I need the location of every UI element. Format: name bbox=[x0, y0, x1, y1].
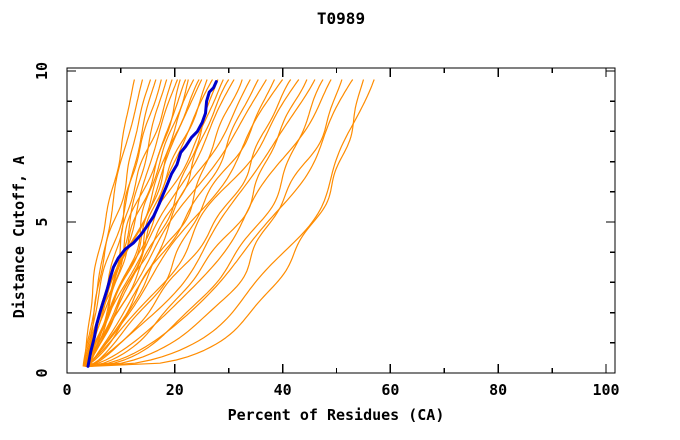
model-curve bbox=[85, 79, 354, 367]
model-curve bbox=[87, 79, 292, 367]
x-tick-label: 60 bbox=[381, 381, 399, 399]
model-curve bbox=[85, 79, 284, 367]
x-tick-label: 80 bbox=[489, 381, 507, 399]
plot-frame-and-ticks bbox=[66, 67, 616, 374]
x-tick-label: 20 bbox=[166, 381, 184, 399]
x-tick-label: 0 bbox=[62, 381, 71, 399]
y-tick-label: 10 bbox=[33, 62, 51, 80]
model-curve bbox=[82, 79, 144, 367]
highlighted-model-group bbox=[86, 80, 218, 368]
model-curve bbox=[83, 79, 157, 367]
x-tick-label: 40 bbox=[274, 381, 292, 399]
y-tick-label: 5 bbox=[33, 217, 51, 226]
model-curve bbox=[89, 79, 365, 367]
model-curve bbox=[82, 79, 189, 367]
model-curves-group bbox=[82, 79, 375, 367]
model-curve bbox=[89, 79, 324, 367]
model-curve bbox=[84, 79, 152, 367]
model-curve bbox=[86, 79, 316, 367]
model-curve bbox=[87, 79, 343, 367]
model-curve bbox=[85, 79, 187, 367]
chart-title: T0989 bbox=[317, 9, 365, 28]
model-curve bbox=[83, 79, 267, 367]
axis-tick-labels: 0 20 40 60 80 100 0 5 10 bbox=[33, 62, 620, 399]
model-curve bbox=[83, 79, 135, 367]
highlighted-model-curve bbox=[86, 80, 218, 368]
model-curve bbox=[86, 79, 214, 367]
model-curve bbox=[87, 79, 235, 367]
y-tick-label: 0 bbox=[33, 368, 51, 377]
model-curve bbox=[84, 79, 243, 367]
model-curve bbox=[86, 79, 259, 367]
model-curve bbox=[88, 79, 308, 367]
model-curve bbox=[86, 79, 375, 367]
x-axis-label: Percent of Residues (CA) bbox=[228, 406, 445, 424]
y-axis-label: Distance Cutoff, A bbox=[10, 156, 28, 319]
plot-frame bbox=[66, 67, 616, 374]
model-curve bbox=[84, 79, 300, 367]
model-curve bbox=[86, 79, 195, 367]
model-curve bbox=[85, 79, 332, 367]
x-tick-label: 100 bbox=[592, 381, 619, 399]
